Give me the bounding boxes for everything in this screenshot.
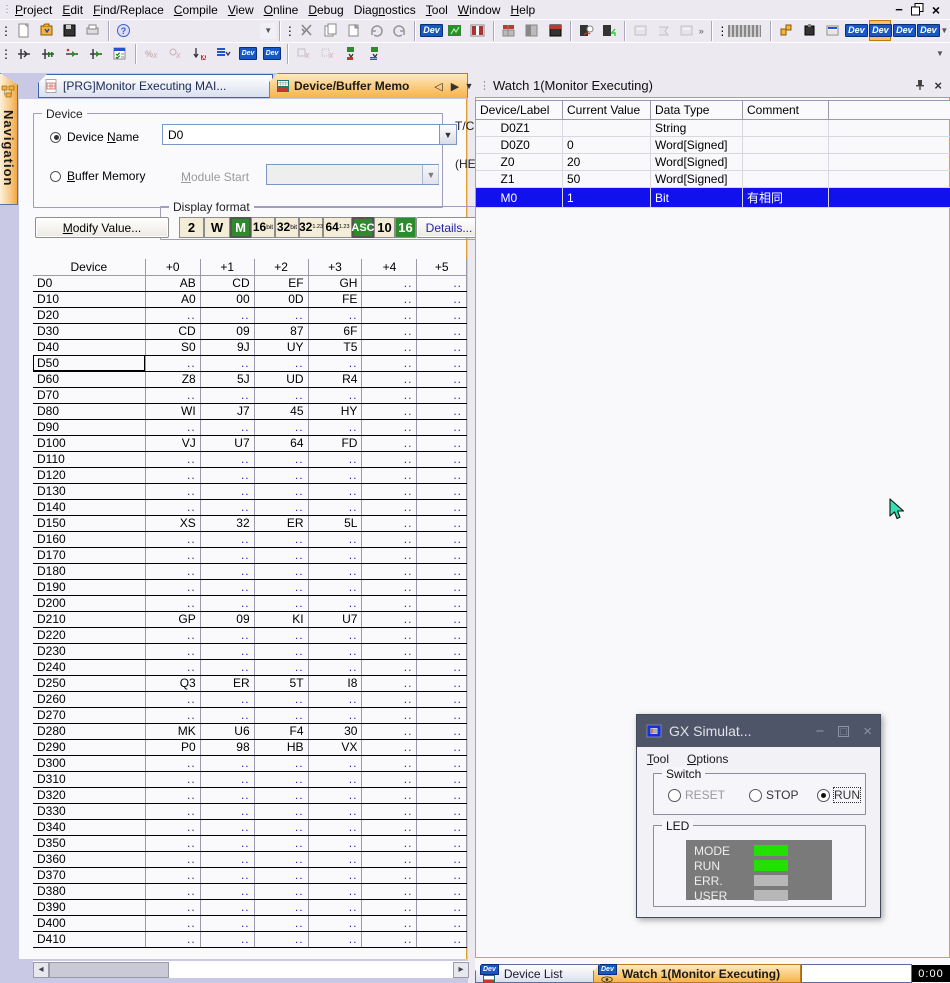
svg-text:x: x: [304, 50, 310, 60]
svg-text:x: x: [328, 50, 334, 60]
svg-text:%: %: [145, 49, 153, 59]
svg-text:x: x: [175, 50, 181, 60]
svg-text:X: X: [202, 54, 207, 61]
svg-text:?: ?: [121, 26, 127, 36]
svg-text:x: x: [152, 50, 158, 60]
